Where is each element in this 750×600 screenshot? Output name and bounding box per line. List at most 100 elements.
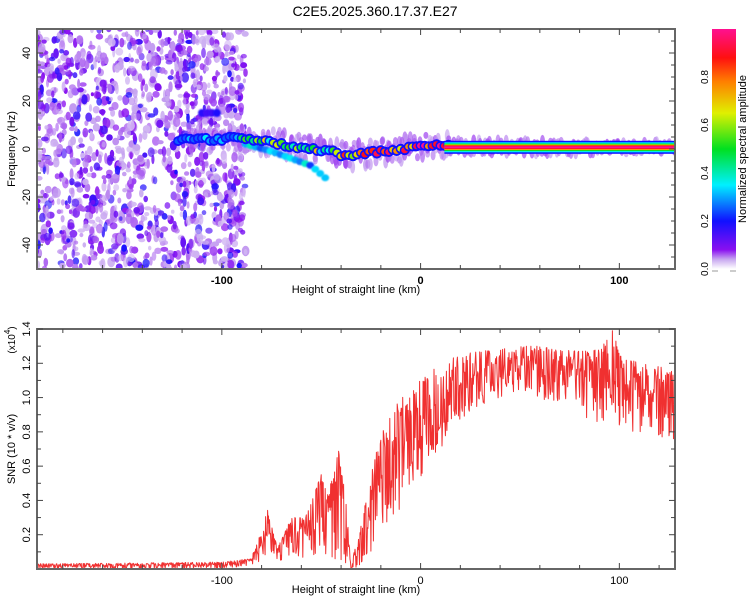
spectrogram-noise-cell	[182, 180, 187, 188]
spectrogram-noise-cell	[180, 162, 187, 170]
spectrogram-noise-cell	[228, 86, 237, 96]
spectrogram-noise-cell	[228, 233, 237, 243]
spectrogram-noise-cell	[201, 160, 206, 172]
snr-axes: -100 0 100 0.2 0.4 0.6 0.8 1.0 1.2 1.4	[21, 321, 675, 587]
spectrogram-noise-cell	[54, 233, 62, 239]
spectrogram-noise-cell	[160, 38, 165, 48]
spectrogram-noise-cell	[131, 111, 135, 123]
spectrogram-noise-cell	[37, 109, 44, 121]
spectrogram-noise-cell	[38, 43, 46, 54]
spectrogram-noise-cell	[93, 57, 97, 69]
spectrogram-noise-cell	[240, 53, 247, 59]
spectrogram-noise-cell	[121, 32, 127, 37]
spectrogram-noise-cell	[221, 90, 225, 96]
spectrogram-noise-cell	[117, 197, 122, 204]
spectrogram-branch-cell	[316, 170, 325, 177]
spectrogram-noise-cell	[206, 89, 213, 95]
spectrogram-noise-cell	[145, 92, 152, 103]
spectrogram-noise-cell	[234, 112, 242, 121]
spectrogram-noise-cell	[116, 134, 121, 140]
spectrogram-noise-cell	[237, 168, 243, 174]
spectrogram-noise-cell	[146, 53, 152, 62]
spectrogram-noise-cell	[82, 223, 91, 232]
spectrogram-noise-cell	[239, 176, 245, 181]
spectrogram-noise-cell	[234, 94, 239, 101]
spectrogram-noise-cell	[151, 154, 155, 165]
spectrogram-noise-cell	[170, 132, 176, 137]
spectrogram-noise-cell	[50, 196, 54, 201]
spectrogram-noise-cell	[90, 254, 98, 261]
snr-multiplier-exp: 4	[3, 329, 12, 334]
spectrogram-noise-cell	[217, 92, 221, 97]
spectrogram-noise-cell	[184, 171, 190, 176]
spectrogram-noise-cell	[98, 260, 104, 266]
spectrogram-noise-cell	[128, 183, 134, 190]
spectrogram-noise-cell	[178, 201, 182, 207]
snr-xtick-label: -100	[211, 575, 233, 587]
spectrogram-noise-cell	[212, 189, 219, 196]
spectrogram-noise-cell	[156, 119, 164, 128]
spectrogram-noise-cell	[56, 72, 63, 82]
spectrogram-noise-cell	[90, 172, 97, 179]
spectrogram-noise-cell	[162, 155, 166, 163]
spectrogram-noise-cell	[122, 171, 127, 177]
spectrogram-noise-cell	[107, 38, 116, 47]
spectrogram-noise-cell	[47, 63, 54, 71]
spectrogram-noise-cell	[88, 219, 96, 224]
colorbar-tick-label: 0.8	[700, 70, 711, 84]
spectrogram-noise-cell	[84, 120, 89, 126]
spectrogram-noise-cell	[180, 263, 187, 269]
colorbar-label: Normalized spectral amplitude	[737, 75, 749, 223]
spectrogram-noise-cell	[109, 222, 118, 230]
spectrogram-noise-cell	[99, 204, 104, 213]
spectrogram-noise-cell	[193, 202, 198, 212]
spectrogram-noise-cell	[225, 103, 232, 113]
spectrogram-noise-cell	[81, 94, 88, 105]
spectrogram-noise-cell	[187, 161, 192, 168]
spectrogram-noise-cell	[212, 259, 218, 265]
spectrogram-noise-cell	[115, 47, 124, 56]
spectrogram-noise-cell	[206, 50, 214, 59]
spectrogram-noise-cell	[81, 51, 86, 60]
spectrogram-noise-cell	[89, 130, 94, 139]
spectrogram-noise-cell	[165, 147, 172, 157]
spectrogram-noise-cell	[163, 261, 167, 268]
spectrogram-noise-cell	[214, 175, 223, 184]
spectrogram-noise-cell	[226, 218, 233, 224]
spectrogram-noise-cell	[121, 108, 130, 118]
spectrogram-noise-cell	[57, 116, 65, 125]
spectrogram-noise-cell	[224, 87, 228, 95]
spectrogram-noise-cell	[79, 82, 87, 87]
spectrogram-noise-cell	[166, 250, 174, 255]
spectrogram-halo-cell	[367, 137, 373, 147]
spectrogram-ytick-label: -40	[21, 237, 33, 253]
spectrogram-noise-cell	[221, 153, 228, 165]
spectrogram-noise-cell	[92, 236, 100, 244]
snr-xtick-label: 100	[610, 575, 628, 587]
spectrogram-noise-cell	[221, 31, 226, 38]
spectrogram-noise-cell	[164, 202, 171, 209]
spectrogram-noise-cell	[63, 50, 70, 56]
spectrogram-noise-cell	[164, 130, 169, 137]
spectrogram-noise-cell	[51, 71, 56, 80]
spectrogram-noise-cell	[201, 210, 207, 216]
spectrogram-noise-cell	[198, 213, 204, 225]
spectrogram-noise-cell	[110, 45, 116, 51]
spectrogram-noise-cell	[130, 57, 134, 63]
spectrogram-noise-cell	[174, 250, 182, 260]
spectrogram-noise-cell	[154, 247, 162, 254]
spectrogram-noise-cell	[146, 158, 150, 169]
spectrogram-noise-cell	[82, 255, 90, 266]
spectrogram-noise-cell	[191, 33, 197, 45]
spectrogram-halo-cell	[389, 155, 395, 164]
spectrogram-noise-cell	[201, 47, 206, 59]
spectrogram-noise-cell	[209, 37, 215, 46]
spectrogram-noise-cell	[111, 174, 119, 179]
spectrogram-noise-cell	[149, 256, 153, 266]
spectrogram-noise-cell	[201, 118, 209, 126]
spectrogram-noise-cell	[139, 184, 147, 191]
spectrogram-noise-cell	[70, 136, 76, 146]
spectrogram-noise-cell	[190, 118, 195, 125]
spectrogram-noise-cell	[112, 189, 117, 196]
